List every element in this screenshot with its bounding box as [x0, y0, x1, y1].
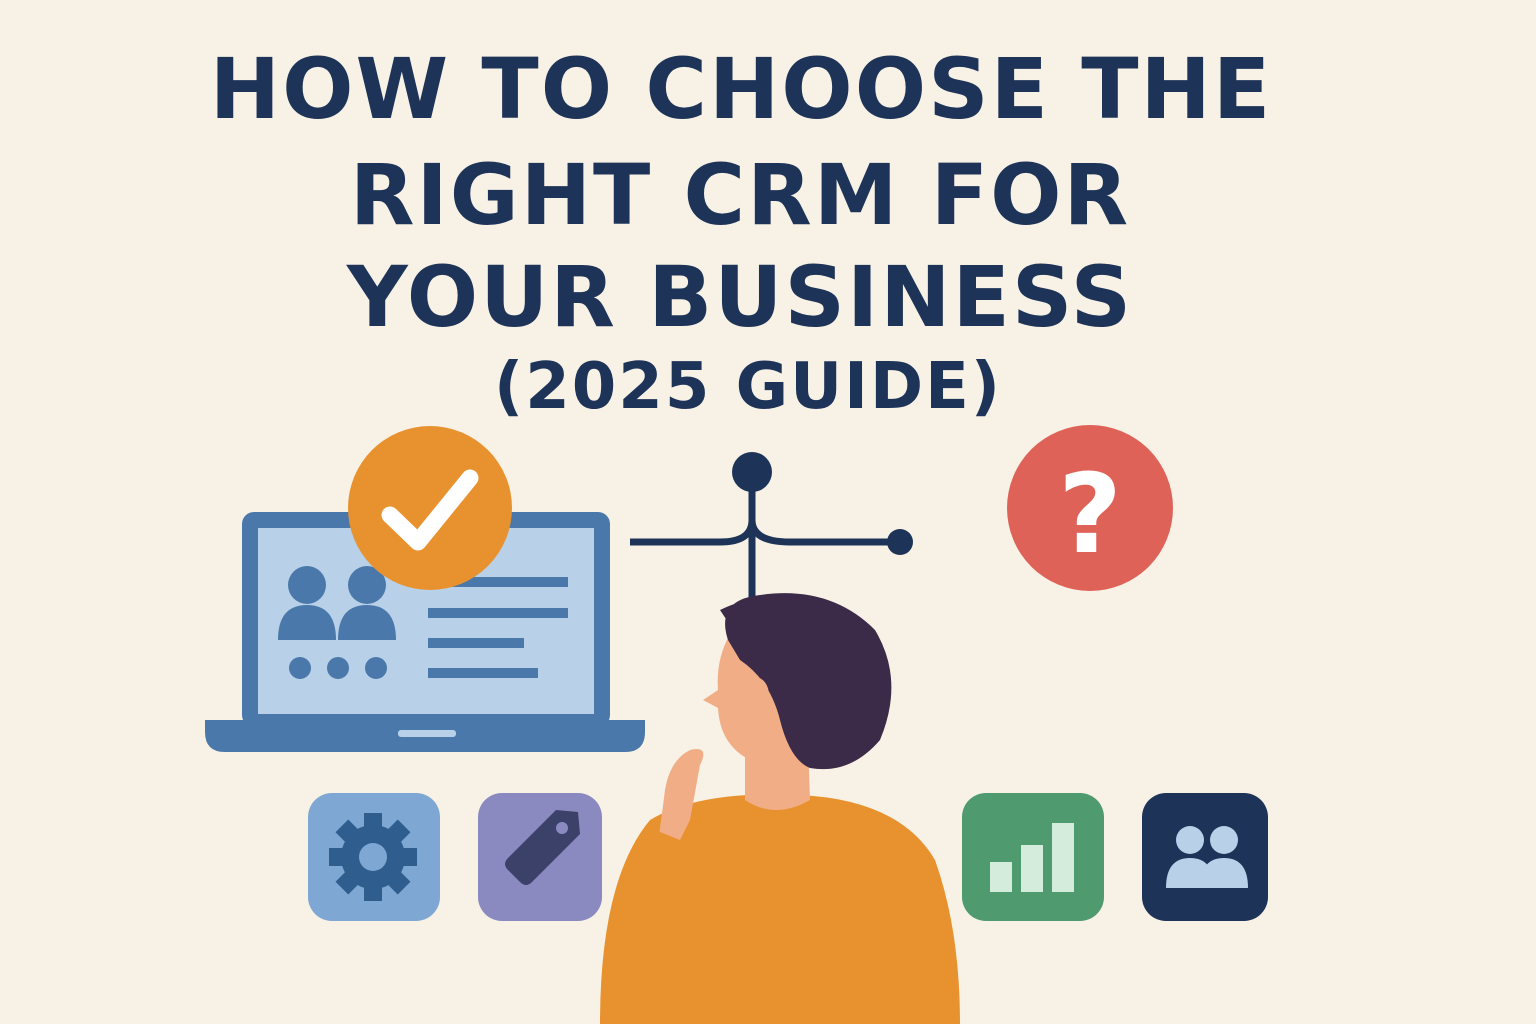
question-mark-icon: ? [1007, 425, 1173, 591]
users-icon [1142, 793, 1268, 921]
person-illustration [600, 593, 960, 1024]
title-line-4: (2025 GUIDE) [493, 350, 1003, 424]
title-line-3: YOUR BUSINESS [346, 248, 1134, 346]
checkmark-icon [348, 426, 512, 590]
decision-tree-icon [630, 452, 913, 600]
tag-icon [478, 793, 602, 921]
title-line-2: RIGHT CRM FOR [349, 146, 1131, 244]
title-line-1: HOW TO CHOOSE THE [209, 40, 1273, 138]
contacts-icon [278, 566, 396, 679]
gear-icon [308, 793, 440, 921]
text-lines [428, 577, 568, 678]
laptop-icon [205, 512, 645, 752]
bar-chart-icon [962, 793, 1104, 921]
svg-text:?: ? [1058, 450, 1122, 578]
